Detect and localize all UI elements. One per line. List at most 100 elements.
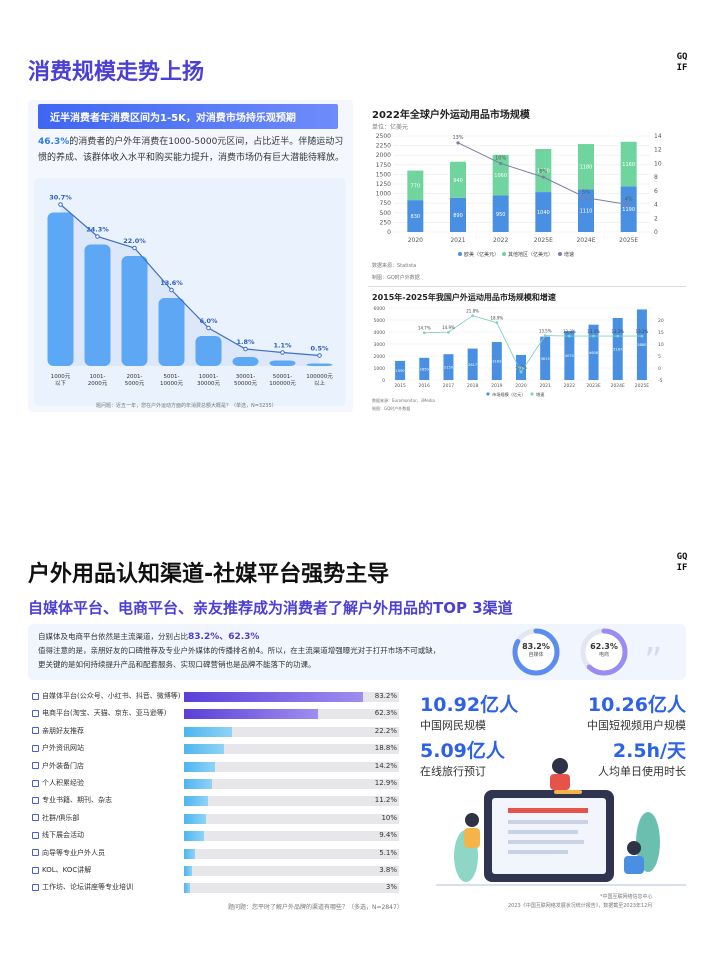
global-x-tick: 2020 <box>408 237 423 244</box>
stat-travel: 5.09亿人 在线旅行预订 <box>420 736 505 779</box>
global-y-tick: 2000 <box>376 152 391 159</box>
china-x-tick: 2022 <box>564 383 576 389</box>
spend-category-label: 1001- <box>90 374 106 380</box>
global-chart-title: 2022年全球户外运动用品市场规模 <box>372 110 530 121</box>
global-x-tick: 2025E <box>534 237 553 244</box>
global-bar-europe-us <box>407 200 424 232</box>
global-y2-tick: 12 <box>654 147 662 154</box>
china-y-tick: 3000 <box>374 342 386 348</box>
global-growth-label: 13% <box>452 135 463 141</box>
global-x-tick: 2022 <box>493 237 508 244</box>
global-growth-point <box>541 175 545 179</box>
china-chart-source: 数据来源：Euromonitor，iiMedia <box>372 398 435 403</box>
global-legend-swatch <box>458 252 462 256</box>
brand-logo-2: GQ IF <box>668 552 696 576</box>
summary-line1: 自媒体及电商平台依然是主流渠道，分别占比83.2%、62.3% <box>38 630 498 644</box>
section2-subtitle: 自媒体平台、电商平台、亲友推荐成为消费者了解户外用品的TOP 3渠道 <box>28 599 513 617</box>
brand-logo: GQ IF <box>668 52 696 76</box>
spend-value-label: 0.5% <box>310 345 329 353</box>
china-growth-label: 13.3% <box>587 329 600 334</box>
china-x-tick: 2020 <box>515 383 527 389</box>
stats-source-1: *中国互联网络信息中心 <box>600 894 653 900</box>
channel-bar-track: 10% <box>184 813 399 824</box>
china-x-tick: 2018 <box>467 383 479 389</box>
china-bar-label: 4608 <box>589 351 599 355</box>
global-growth-point <box>584 196 588 200</box>
china-bar <box>516 354 526 380</box>
global-x-tick: 2021 <box>450 237 465 244</box>
china-y2-tick: 5 <box>658 354 661 360</box>
china-legend-swatch <box>530 392 534 396</box>
global-chart: 0 250 500 750 1000 1250 1500 1750 2000 2250 2500 0 2… <box>376 133 662 258</box>
channel-icon <box>32 762 39 770</box>
spend-value-label: 30.7% <box>49 194 72 202</box>
quote-icon: ” <box>644 641 663 682</box>
channel-label-text: 工作坊、论坛讲座等专业培训 <box>42 883 133 892</box>
spend-value-label: 22.0% <box>123 237 146 245</box>
spend-bar <box>269 360 296 366</box>
stat-netizens-value: 10.92亿人 <box>420 694 519 716</box>
channel-icon <box>32 709 39 717</box>
china-y2-tick: 15 <box>658 330 664 336</box>
channel-row: 工作坊、论坛讲座等专业培训 3% <box>32 882 402 894</box>
channel-value: 14.2% <box>374 761 397 770</box>
global-legend-swatch <box>502 252 506 256</box>
china-growth-label: 21.8% <box>466 309 479 314</box>
global-y-tick: 1750 <box>376 162 391 169</box>
spend-area <box>60 204 320 366</box>
global-bar-label: 1180 <box>580 165 593 171</box>
channel-label: 专业书籍、期刊、杂志 <box>32 795 112 805</box>
global-bar-europe-us <box>620 186 637 232</box>
global-bar-other <box>535 149 552 193</box>
channel-label: 自媒体平台(公众号、小红书、抖音、微博等) <box>32 691 180 701</box>
channel-row: 户外资讯网站 18.8% <box>32 743 402 755</box>
stat-shortvideo: 10.26亿人 中国短视频用户规模 <box>560 690 686 733</box>
china-bar <box>564 331 575 380</box>
channel-icon <box>32 727 39 735</box>
spend-bar <box>47 212 74 366</box>
spend-value-label: 1.1% <box>273 342 292 350</box>
global-growth-point <box>499 161 503 166</box>
spend-category-label: 100000元 <box>269 380 296 387</box>
channel-bar-fill <box>184 831 205 842</box>
global-bar-label: 1120 <box>537 169 550 175</box>
global-growth-label: 10% <box>495 155 506 161</box>
global-growth-point <box>627 202 631 207</box>
global-unit: 亿美元 <box>390 124 409 131</box>
china-y-tick: 5000 <box>374 318 386 324</box>
channel-bar-fill <box>184 709 318 720</box>
global-y2-tick: 2 <box>654 215 658 222</box>
global-growth-label: 5% <box>582 190 590 196</box>
china-bar-label: 5880 <box>637 343 647 347</box>
spend-category-label: 以下 <box>55 380 67 387</box>
china-x-tick: 2017 <box>443 383 455 389</box>
spend-value-label: 6.0% <box>199 317 218 325</box>
channel-label-text: 电商平台(淘宝、天猫、京东、亚马逊等) <box>42 709 167 718</box>
china-growth-label: 14.7% <box>418 326 431 331</box>
channel-icon <box>32 883 39 891</box>
china-x-tick: 2024E <box>611 383 625 389</box>
global-y-tick: 2500 <box>376 133 391 140</box>
channel-bar-track: 5.1% <box>184 848 399 859</box>
global-legend-swatch <box>558 252 562 256</box>
spend-category-label: 30000元 <box>197 380 220 387</box>
donut2-value: 62.3% <box>590 642 618 651</box>
global-growth-point <box>456 141 460 145</box>
china-bar-label: 4075 <box>565 354 574 358</box>
spend-trend-point <box>317 353 322 358</box>
spend-bar <box>121 256 148 366</box>
china-x-tick: 2016 <box>419 383 431 389</box>
global-y2-tick: 14 <box>654 133 662 140</box>
spend-bar <box>195 336 222 366</box>
channel-value: 18.8% <box>374 744 397 753</box>
spend-desc-text: 的消费者的户外年消费在1000-5000元区间，占比近半。伴随运动习惯的养成、该… <box>38 137 345 163</box>
summary-line3: 更关键的是如何持续提升产品和配套服务、实现口碑营销也是品牌不能落下的功课。 <box>38 660 316 669</box>
china-growth-label: -1.7% <box>515 365 527 370</box>
spend-trend-point <box>95 234 100 239</box>
channel-icon <box>32 831 39 839</box>
channel-label-text: 社群/俱乐部 <box>42 813 80 822</box>
global-legend-label: 其他地区（亿美元） <box>508 251 553 258</box>
global-bar-label: 1190 <box>622 207 635 213</box>
channel-bar-track: 3% <box>184 883 399 894</box>
channel-value: 3% <box>385 883 397 892</box>
